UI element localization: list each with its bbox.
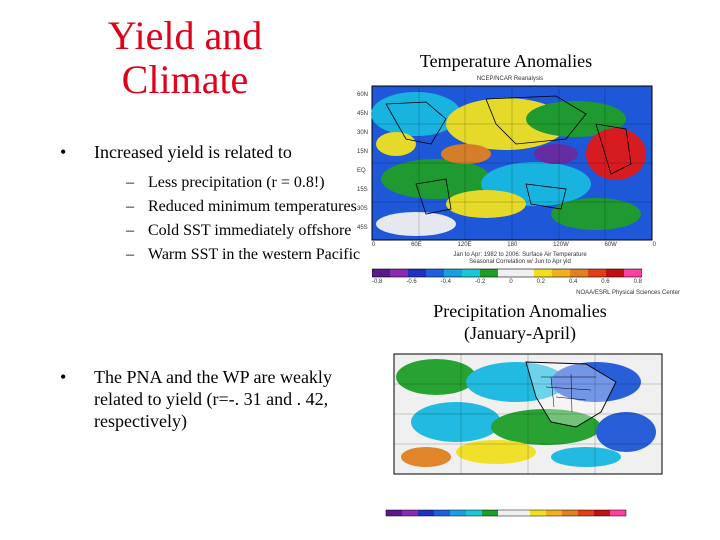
subbullet-list: – Less precipitation (r = 0.8!) – Reduce… bbox=[126, 172, 386, 266]
lat-tick: 15N bbox=[357, 149, 369, 155]
lat-tick: 15S bbox=[357, 187, 368, 193]
temperature-lon-ticks: 0 60E 120E 180 120W 60W 0 bbox=[372, 242, 656, 248]
lon-tick: 0 bbox=[372, 242, 376, 248]
lon-tick: 0 bbox=[652, 242, 656, 248]
lon-tick: 60W bbox=[604, 242, 617, 248]
bullet-text: Increased yield is related to bbox=[94, 142, 292, 162]
slide-title: Yield and Climate bbox=[60, 14, 310, 102]
scale-tick: 0.4 bbox=[568, 279, 578, 285]
lat-tick: 30N bbox=[357, 130, 369, 136]
lat-tick: 45S bbox=[357, 225, 368, 231]
precipitation-title-line-2: (January-April) bbox=[464, 323, 576, 343]
caption-line: Seasonal Correlation w/ Jun to Apr yld bbox=[469, 259, 571, 265]
temperature-color-scale bbox=[372, 268, 642, 278]
subbullet-item: – Warm SST in the western Pacific bbox=[126, 244, 386, 266]
dash-glyph: – bbox=[126, 198, 134, 215]
subbullet-text: Less precipitation (r = 0.8!) bbox=[148, 174, 325, 191]
scale-tick: 0.8 bbox=[633, 279, 642, 285]
subbullet-item: – Cold SST immediately offshore bbox=[126, 220, 386, 242]
scale-tick: 0.6 bbox=[601, 279, 610, 285]
lat-tick: 45N bbox=[357, 111, 369, 117]
scale-tick: -0.8 bbox=[372, 279, 383, 285]
lon-tick: 60E bbox=[411, 242, 422, 248]
title-line-2: Climate bbox=[121, 57, 249, 102]
lon-tick: 180 bbox=[507, 242, 518, 248]
lon-tick: 120W bbox=[553, 242, 569, 248]
temperature-map-caption: Jan to Apr: 1982 to 2006: Surface Air Te… bbox=[410, 252, 630, 266]
subbullet-item: – Reduced minimum temperatures bbox=[126, 196, 386, 218]
temperature-scale-ticks: -0.8 -0.6 -0.4 -0.2 0 0.2 0.4 0.6 0.8 bbox=[372, 279, 642, 285]
bullet-text: The PNA and the WP are weakly related to… bbox=[94, 367, 332, 431]
temperature-anomaly-map bbox=[371, 85, 653, 241]
subbullet-text: Warm SST in the western Pacific bbox=[148, 246, 361, 263]
bullet-glyph: • bbox=[60, 367, 67, 387]
lat-tick: 60N bbox=[357, 92, 369, 98]
temperature-panel-title: Temperature Anomalies bbox=[419, 51, 593, 71]
subbullet-text: Cold SST immediately offshore bbox=[148, 222, 352, 239]
temperature-map-header: NCEP/NCAR Reanalysis bbox=[476, 76, 544, 82]
precipitation-anomaly-map bbox=[385, 353, 663, 517]
bullet-glyph: • bbox=[60, 142, 67, 162]
caption-line: Jan to Apr: 1982 to 2006: Surface Air Te… bbox=[453, 252, 587, 258]
temperature-lat-ticks: 60N 45N 30N 15N EQ 15S 30S 45S bbox=[357, 86, 375, 238]
dash-glyph: – bbox=[126, 174, 134, 191]
dash-glyph: – bbox=[126, 246, 134, 263]
temperature-map-credit: NOAA/ESRL Physical Sciences Center bbox=[576, 290, 680, 296]
title-line-1: Yield and bbox=[107, 13, 263, 58]
lat-tick: EQ bbox=[357, 168, 366, 174]
scale-tick: -0.6 bbox=[406, 279, 417, 285]
scale-tick: 0 bbox=[509, 279, 513, 285]
scale-tick: -0.2 bbox=[474, 279, 486, 285]
dash-glyph: – bbox=[126, 222, 134, 239]
precipitation-title-line-1: Precipitation Anomalies bbox=[433, 301, 607, 321]
subbullet-item: – Less precipitation (r = 0.8!) bbox=[126, 172, 386, 194]
precipitation-panel-title: Precipitation Anomalies (January-April) bbox=[400, 300, 640, 344]
lon-tick: 120E bbox=[457, 242, 472, 248]
scale-tick: -0.4 bbox=[440, 279, 451, 285]
lat-tick: 30S bbox=[357, 206, 368, 212]
scale-tick: 0.2 bbox=[536, 279, 545, 285]
subbullet-text: Reduced minimum temperatures bbox=[148, 198, 357, 215]
